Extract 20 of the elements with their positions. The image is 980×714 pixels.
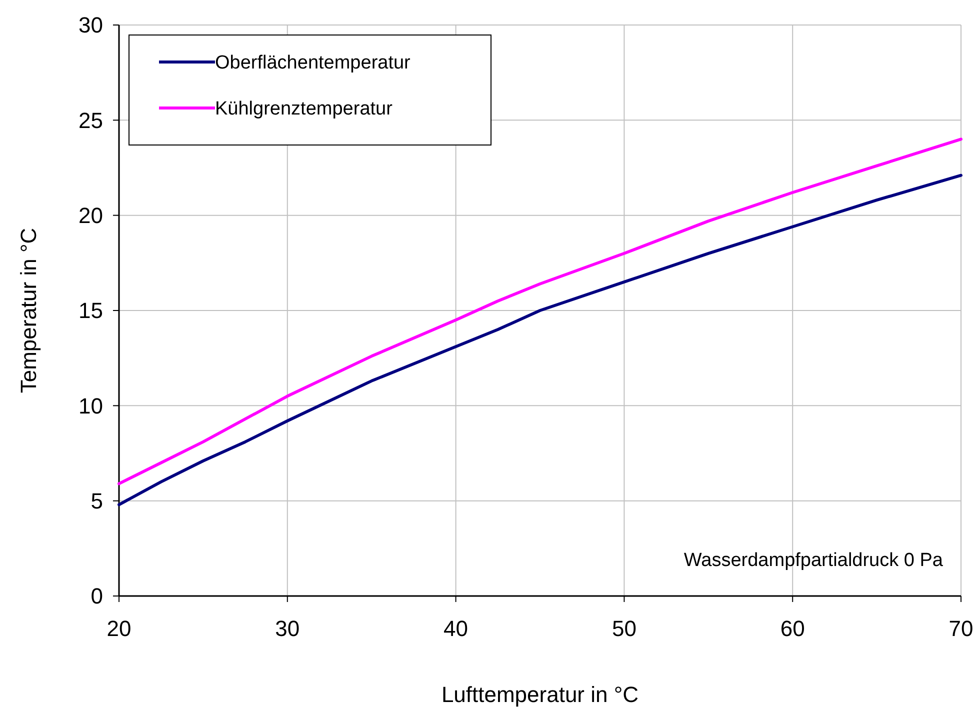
x-axis-title: Lufttemperatur in °C [441, 682, 639, 707]
y-axis-title: Temperatur in °C [16, 228, 41, 394]
line-series [118, 138, 962, 486]
x-tick-label: 50 [612, 616, 636, 641]
y-tick-label: 20 [78, 203, 103, 228]
y-tick-label: 25 [78, 108, 103, 133]
x-tick-label: 20 [106, 616, 132, 641]
y-tick-label: 30 [78, 12, 103, 38]
x-tick-label: 30 [275, 616, 300, 641]
annotation: Wasserdampfpartialdruck 0 Pa [684, 550, 944, 571]
y-tick-label: 0 [90, 584, 103, 609]
legend-label: Oberflächentemperatur [215, 52, 412, 74]
x-tick-label: 40 [444, 616, 468, 641]
x-tick-label: 60 [780, 616, 805, 641]
legend-label: Kühlgrenztemperatur [215, 98, 394, 120]
line-series [118, 174, 962, 506]
y-tick-label: 15 [78, 298, 103, 324]
y-tick-label: 10 [78, 393, 103, 418]
x-tick-label: 70 [948, 616, 974, 641]
y-tick-label: 5 [90, 488, 103, 514]
